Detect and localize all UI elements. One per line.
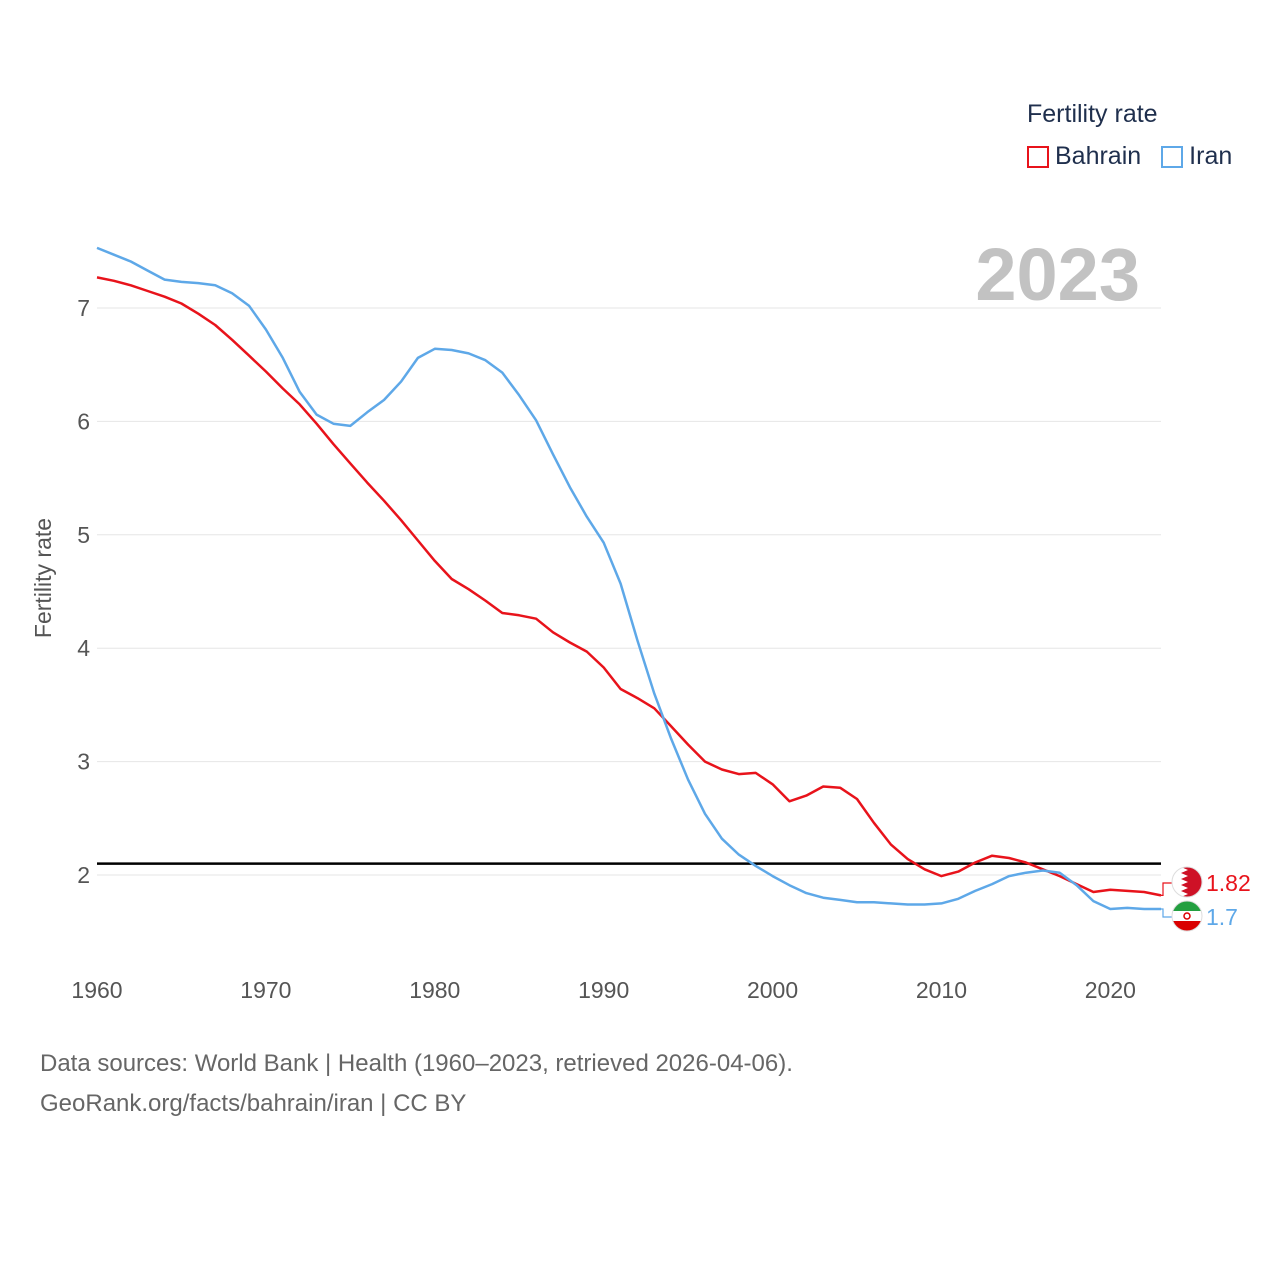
legend-label-iran: Iran bbox=[1189, 142, 1233, 170]
x-tick-label: 1980 bbox=[409, 977, 460, 1003]
y-axis-label: Fertility rate bbox=[30, 518, 56, 638]
legend-label-bahrain: Bahrain bbox=[1055, 142, 1142, 170]
end-markers: 1.82 1.7 bbox=[1161, 866, 1251, 932]
x-tick-label: 2010 bbox=[916, 977, 967, 1003]
legend-swatch-bahrain bbox=[1027, 145, 1049, 168]
legend-title: Fertility rate bbox=[1027, 100, 1158, 128]
year-watermark: 2023 bbox=[975, 233, 1140, 316]
x-tick-label: 2000 bbox=[747, 977, 798, 1003]
series-lines bbox=[96, 246, 1162, 911]
legend-item-iran[interactable]: Iran bbox=[1161, 142, 1232, 171]
x-tick-label: 1970 bbox=[240, 977, 291, 1003]
y-tick-label: 6 bbox=[77, 408, 90, 434]
series-line-bahrain[interactable] bbox=[96, 276, 1162, 897]
y-axis-ticks: 2 3 4 5 6 7 bbox=[77, 295, 90, 888]
y-tick-label: 5 bbox=[77, 522, 90, 548]
data-sources: Data sources: World Bank | Health (1960–… bbox=[40, 1050, 793, 1077]
end-value-label-bahrain: 1.82 bbox=[1206, 870, 1251, 896]
y-tick-label: 7 bbox=[77, 295, 90, 321]
x-tick-label: 1990 bbox=[578, 977, 629, 1003]
end-connector-iran bbox=[1161, 908, 1172, 918]
legend-swatch-iran bbox=[1161, 145, 1184, 168]
end-connector-bahrain bbox=[1161, 882, 1172, 897]
y-tick-label: 4 bbox=[77, 635, 90, 661]
y-tick-label: 3 bbox=[77, 749, 90, 775]
series-line-iran[interactable] bbox=[96, 246, 1161, 911]
legend-item-bahrain[interactable]: Bahrain bbox=[1027, 142, 1141, 171]
x-tick-label: 1960 bbox=[71, 977, 122, 1003]
flag-iran-icon bbox=[1171, 900, 1203, 932]
y-tick-label: 2 bbox=[77, 862, 90, 888]
legend: Bahrain Iran bbox=[1027, 142, 1252, 171]
footer: Data sources: World Bank | Health (1960–… bbox=[40, 1044, 793, 1124]
credit-link[interactable]: GeoRank.org/facts/bahrain/iran | CC BY bbox=[40, 1090, 467, 1117]
end-value-label-iran: 1.7 bbox=[1206, 904, 1238, 930]
gridlines bbox=[97, 307, 1161, 876]
flag-bahrain-icon bbox=[1171, 866, 1203, 898]
x-axis-ticks: 1960 1970 1980 1990 2000 2010 2020 bbox=[71, 977, 1136, 1003]
x-tick-label: 2020 bbox=[1085, 977, 1136, 1003]
